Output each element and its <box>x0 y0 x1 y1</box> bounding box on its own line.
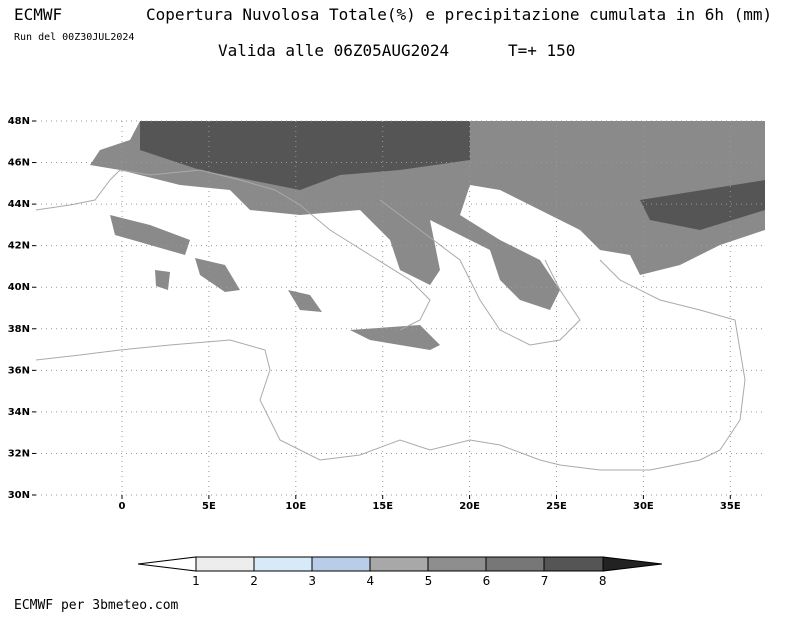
colorbar-label: 6 <box>483 574 491 588</box>
lat-label: 34N <box>8 407 30 418</box>
colorbar-label: 7 <box>541 574 549 588</box>
coast-line <box>379 199 581 346</box>
lat-label: 46N <box>8 158 30 169</box>
forecast-step: T=+ 150 <box>508 41 575 60</box>
lat-label: 44N <box>8 199 30 210</box>
dense-cloud <box>140 121 765 230</box>
footer-credit: ECMWF per 3bmeteo.com <box>14 598 179 613</box>
colorbar-bin <box>311 556 371 572</box>
colorbar-bin <box>427 556 487 572</box>
lat-label: 40N <box>8 282 30 293</box>
colorbar-low-arrow <box>137 556 197 572</box>
cloud-patch <box>350 325 440 350</box>
lat-label: 38N <box>8 324 30 335</box>
cloud-patch <box>110 215 190 255</box>
lon-label: 25E <box>546 501 567 512</box>
lat-label: 36N <box>8 365 30 376</box>
colorbar-bin <box>369 556 429 572</box>
coast-line <box>35 259 746 471</box>
colorbar-bin <box>253 556 313 572</box>
colorbar-label: 3 <box>308 574 316 588</box>
model-name: ECMWF <box>14 5 62 24</box>
colorbar-bin <box>485 556 545 572</box>
cloud-core <box>140 121 470 190</box>
lat-label: 42N <box>8 241 30 252</box>
colorbar-labels: 1 2 3 4 5 6 7 8 <box>192 574 606 588</box>
colorbar: 1 2 3 4 5 6 7 8 <box>137 556 663 588</box>
cloud-patch <box>155 270 170 290</box>
colorbar-label: 5 <box>425 574 433 588</box>
map-area <box>35 121 765 471</box>
colorbar-label: 4 <box>366 574 374 588</box>
colorbar-bin <box>195 556 255 572</box>
axis-labels: 48N 46N 44N 42N 40N 38N 36N 34N 32N 30N 0 5E 10E 15E 2… <box>8 116 741 512</box>
run-info: Run del 00Z30JUL2024 <box>14 32 134 43</box>
lon-label: 20E <box>459 501 480 512</box>
colorbar-bin <box>543 556 604 572</box>
valid-time: Valida alle 06Z05AUG2024 <box>218 41 449 60</box>
lon-label: 10E <box>285 501 306 512</box>
lon-label: 30E <box>633 501 654 512</box>
cloud-patch <box>288 290 322 312</box>
colorbar-high-arrow <box>602 556 663 572</box>
lon-label: 0 <box>119 501 126 512</box>
lon-label: 35E <box>720 501 741 512</box>
lat-label: 32N <box>8 448 30 459</box>
lat-label: 48N <box>8 116 30 127</box>
lon-label: 15E <box>372 501 393 512</box>
cloud-patch <box>195 258 240 292</box>
coastline <box>35 169 746 471</box>
map-title: Copertura Nuvolosa Totale(%) e precipita… <box>146 5 772 24</box>
colorbar-label: 2 <box>250 574 258 588</box>
cloud-core <box>640 180 765 230</box>
lon-label: 5E <box>202 501 216 512</box>
colorbar-label: 8 <box>599 574 607 588</box>
colorbar-label: 1 <box>192 574 200 588</box>
coast-line <box>35 169 431 331</box>
lat-label: 30N <box>8 490 30 501</box>
